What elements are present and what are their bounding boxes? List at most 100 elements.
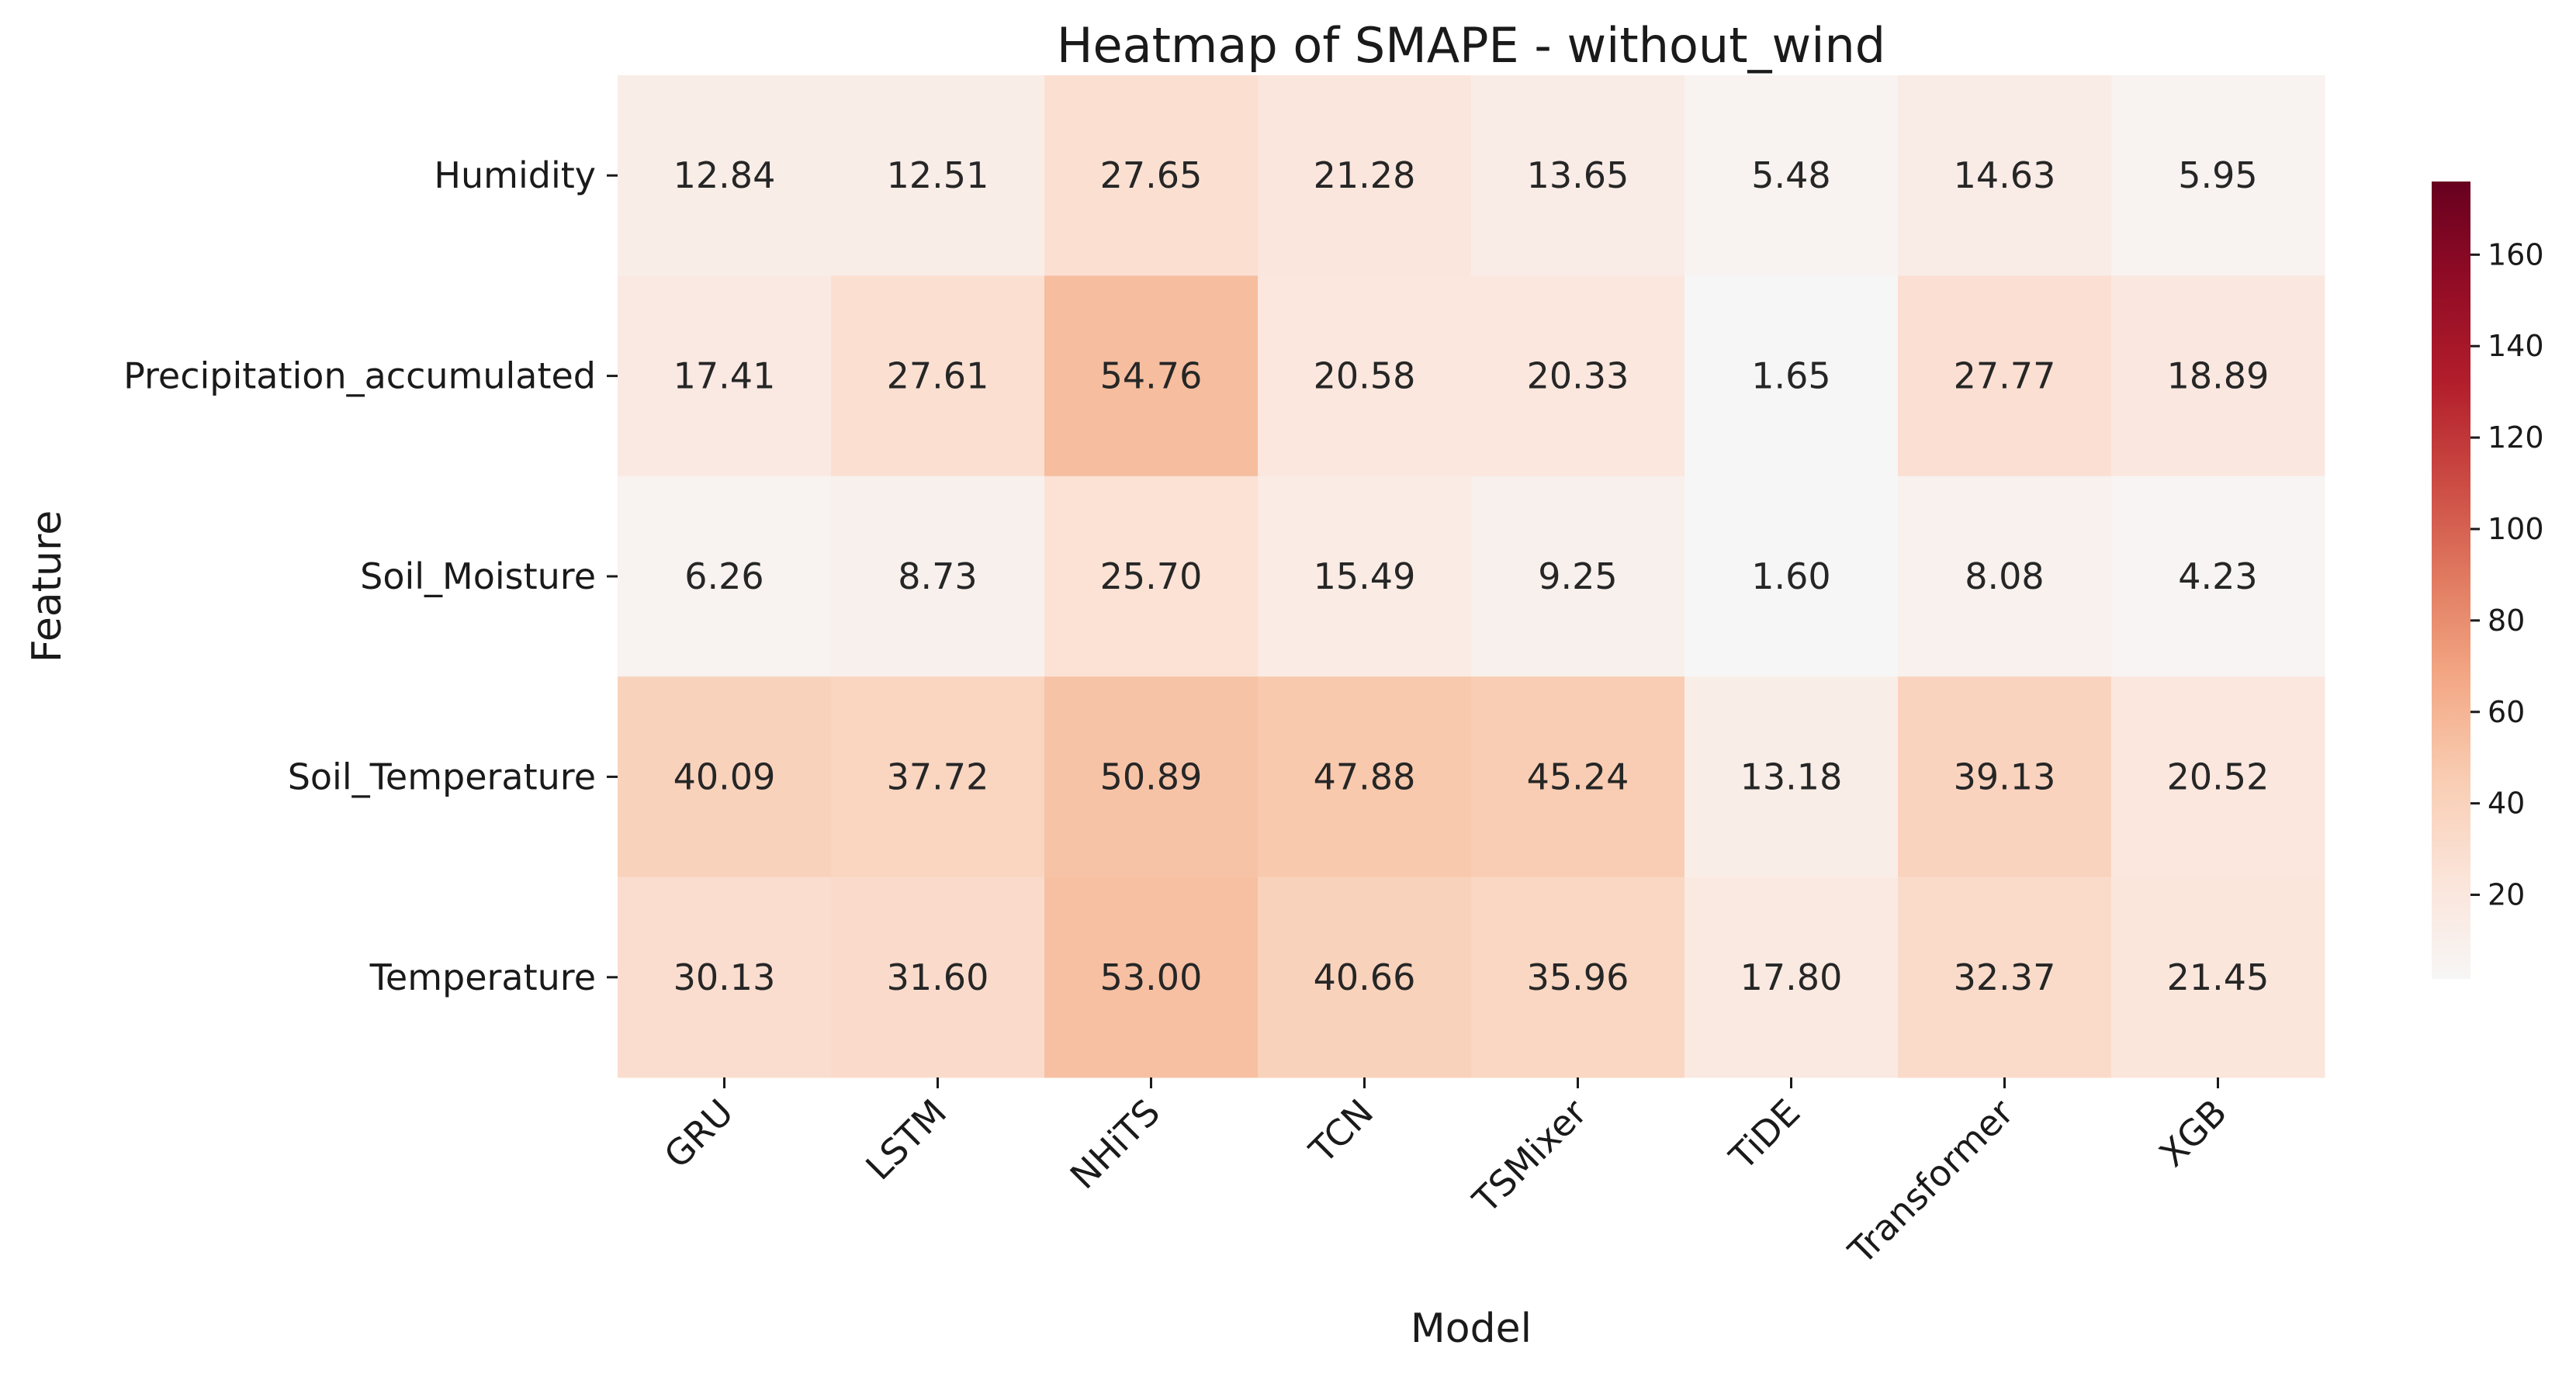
heatmap-cell <box>1898 275 2112 477</box>
cell-value-label: 4.23 <box>2178 555 2257 597</box>
cell-value-label: 8.73 <box>898 555 977 597</box>
heatmap-cell <box>1044 676 1259 878</box>
cell-value-label: 17.80 <box>1740 956 1843 998</box>
heatmap-cell <box>1044 476 1259 677</box>
y-tick-label: Soil_Temperature <box>288 756 596 797</box>
heatmap-cell <box>1258 75 1472 276</box>
cell-value-label: 31.60 <box>887 956 989 998</box>
colorbar-gradient <box>2432 182 2470 979</box>
cell-value-label: 47.88 <box>1314 756 1416 797</box>
x-tick-label: NHiTS <box>1062 1091 1169 1198</box>
heatmap-cell <box>2111 75 2325 276</box>
cell-value-label: 20.58 <box>1314 355 1416 397</box>
cell-value-label: 17.41 <box>673 355 776 397</box>
heatmap-cell <box>831 275 1045 477</box>
colorbar-ticks: 20 40 60 80 100 120 140 160 <box>2470 237 2544 912</box>
cell-value-label: 21.28 <box>1314 154 1416 196</box>
cell-value-label: 30.13 <box>673 956 776 998</box>
cell-value-label: 53.00 <box>1100 956 1203 998</box>
colorbar-tick-label: 40 <box>2488 787 2525 821</box>
heatmap-cell <box>1471 877 1685 1078</box>
heatmap-cell <box>1898 676 2112 878</box>
heatmap-cell <box>1044 877 1259 1078</box>
heatmap-cell <box>1898 877 2112 1078</box>
heatmap-cell <box>1898 75 2112 276</box>
chart-title: Heatmap of SMAPE - without_wind <box>1057 17 1885 74</box>
cell-value-label: 13.18 <box>1740 756 1843 797</box>
cell-value-label: 27.77 <box>1954 355 2056 397</box>
y-tick-label: Humidity <box>434 154 596 196</box>
cell-value-label: 15.49 <box>1314 555 1416 597</box>
cell-value-label: 5.48 <box>1751 154 1830 196</box>
x-tick-label: TSMixer <box>1464 1091 1594 1222</box>
x-axis-ticks: GRU LSTM NHiTS TCN TSMixer TiDE Transformer XGB <box>656 1077 2235 1273</box>
cell-value-label: 12.84 <box>673 154 776 196</box>
cell-value-label: 25.70 <box>1100 555 1203 597</box>
x-tick-label: Transformer <box>1840 1091 2021 1273</box>
heatmap-cell <box>2111 877 2325 1078</box>
cell-value-label: 54.76 <box>1100 355 1203 397</box>
y-axis-ticks: Humidity Precipitation_accumulated Soil_Mo… <box>123 154 618 998</box>
cell-value-label: 39.13 <box>1954 756 2056 797</box>
cell-value-label: 12.51 <box>887 154 989 196</box>
cell-value-label: 45.24 <box>1527 756 1629 797</box>
cell-value-label: 9.25 <box>1538 555 1617 597</box>
cell-value-label: 27.65 <box>1100 154 1203 196</box>
x-tick-label: GRU <box>656 1091 741 1177</box>
heatmap-cell <box>1471 476 1685 677</box>
heatmap-cell <box>618 877 832 1078</box>
colorbar-tick-label: 20 <box>2488 878 2525 912</box>
heatmap-cell <box>618 75 832 276</box>
cell-value-label: 13.65 <box>1527 154 1629 196</box>
colorbar-tick-label: 120 <box>2488 420 2544 455</box>
colorbar-tick-label: 60 <box>2488 695 2525 729</box>
cell-value-label: 40.09 <box>673 756 776 797</box>
heatmap-cell <box>831 476 1045 677</box>
y-axis-label: Feature <box>24 510 71 663</box>
cell-value-label: 20.52 <box>2167 756 2270 797</box>
cell-value-label: 6.26 <box>684 555 763 597</box>
cell-value-label: 35.96 <box>1527 956 1629 998</box>
colorbar-tick-label: 80 <box>2488 603 2525 638</box>
cell-value-labels: 12.84 12.51 27.65 21.28 13.65 5.48 14.63 5.95 17… <box>673 154 2270 998</box>
x-axis-label: Model <box>1411 1306 1532 1352</box>
cell-value-label: 5.95 <box>2178 154 2257 196</box>
x-tick-label: XGB <box>2151 1091 2235 1175</box>
heatmap-cell <box>1684 75 1899 276</box>
cell-value-label: 50.89 <box>1100 756 1203 797</box>
colorbar-tick-label: 160 <box>2488 237 2544 271</box>
heatmap-cell <box>1258 676 1472 878</box>
heatmap-cell <box>831 877 1045 1078</box>
cell-value-label: 8.08 <box>1965 555 2044 597</box>
x-tick-label: TCN <box>1300 1091 1381 1172</box>
heatmap-cell <box>618 676 832 878</box>
heatmap-cells <box>618 75 2325 1078</box>
y-tick-label: Precipitation_accumulated <box>123 355 596 397</box>
heatmap-cell <box>1684 877 1899 1078</box>
cell-value-label: 1.60 <box>1751 555 1830 597</box>
cell-value-label: 21.45 <box>2167 956 2270 998</box>
heatmap-cell <box>1471 75 1685 276</box>
heatmap-cell <box>1044 75 1259 276</box>
heatmap-cell <box>1258 877 1472 1078</box>
cell-value-label: 32.37 <box>1954 956 2056 998</box>
y-tick-label: Soil_Moisture <box>360 555 596 597</box>
cell-value-label: 37.72 <box>887 756 989 797</box>
cell-value-label: 14.63 <box>1954 154 2056 196</box>
heatmap-cell <box>2111 676 2325 878</box>
heatmap-cell <box>1258 476 1472 677</box>
x-tick-label: LSTM <box>857 1091 954 1188</box>
heatmap-cell <box>1898 476 2112 677</box>
heatmap-cell <box>1684 275 1899 477</box>
cell-value-label: 1.65 <box>1751 355 1830 397</box>
heatmap-cell <box>831 75 1045 276</box>
heatmap-cell <box>618 476 832 677</box>
heatmap-cell <box>1684 676 1899 878</box>
cell-value-label: 20.33 <box>1527 355 1629 397</box>
cell-value-label: 18.89 <box>2167 355 2270 397</box>
y-tick-label: Temperature <box>369 956 596 998</box>
x-tick-label: TiDE <box>1721 1091 1808 1178</box>
heatmap-cell <box>1258 275 1472 477</box>
heatmap-cell <box>2111 476 2325 677</box>
colorbar-tick-label: 100 <box>2488 512 2544 546</box>
